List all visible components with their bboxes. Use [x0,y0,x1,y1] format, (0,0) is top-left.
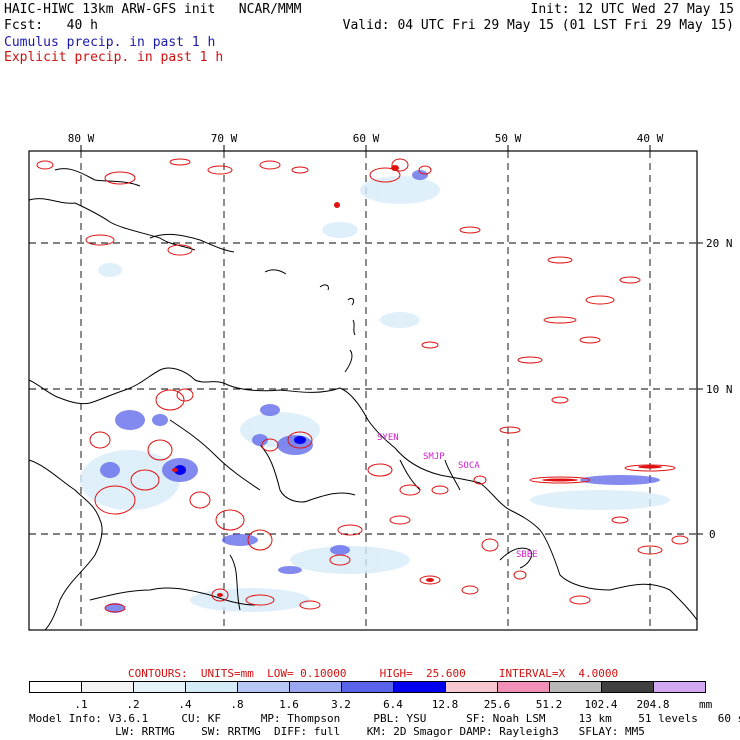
lon-label-40w: 40 W [637,132,664,145]
scale-swatch [393,681,446,693]
scale-swatch [341,681,394,693]
scale-swatch [497,681,550,693]
axis-ticks [80,145,703,535]
scale-label: .4 [178,698,192,711]
scale-label: 1.6 [279,698,299,711]
scale-swatch [29,681,82,693]
scale-label: 12.8 [431,698,459,711]
scale-label: .2 [126,698,140,711]
lat-label-0: 0 [709,528,716,541]
station-soca: SOCA [458,461,480,471]
legend-cumulus: Cumulus precip. in past 1 h [4,35,216,50]
model-info-line2: LW: RRTMG SW: RRTMG DIFF: full KM: 2D Sm… [29,725,645,738]
scale-swatch [653,681,706,693]
explicit-heavy [172,165,662,597]
model-title: HAIC-HIWC 13km ARW-GFS init NCAR/MMM [4,2,302,17]
contour-info: CONTOURS: UNITS=mm LOW= 0.10000 HIGH= 25… [128,667,619,680]
scale-label: 102.4 [584,698,618,711]
lon-label-70w: 70 W [211,132,238,145]
valid-time: Valid: 04 UTC Fri 29 May 15 (01 LST Fri … [342,18,734,33]
station-smjp: SMJP [423,452,445,462]
scale-label: 51.2 [535,698,563,711]
scale-label: 25.6 [483,698,511,711]
scale-swatch [601,681,654,693]
lat-label-10n: 10 N [706,383,733,396]
lat-label-20n: 20 N [706,237,733,250]
explicit-precip [36,158,689,613]
legend-explicit: Explicit precip. in past 1 h [4,50,224,65]
scale-swatch [133,681,186,693]
forecast-hour: Fcst: 40 h [4,18,98,33]
scale-label: 6.4 [383,698,403,711]
scale-swatch [185,681,238,693]
scale-label: .1 [74,698,88,711]
init-time: Init: 12 UTC Wed 27 May 15 [530,2,735,17]
scale-swatch [237,681,290,693]
coastlines [28,168,698,631]
scale-swatch [445,681,498,693]
lon-label-60w: 60 W [353,132,380,145]
lon-label-80w: 80 W [68,132,95,145]
scale-swatch [549,681,602,693]
scale-label: 204.8 [636,698,670,711]
station-syen: SYEN [377,433,399,443]
model-info-line1: Model Info: V3.6.1 CU: KF MP: Thompson P… [29,712,740,725]
station-sbbe: SBBE [516,550,538,560]
cumulus-heavy [174,436,306,475]
scale-swatch [81,681,134,693]
scale-unit: mm [699,698,713,711]
scale-label: 3.2 [331,698,351,711]
lon-label-50w: 50 W [495,132,522,145]
scale-swatch [289,681,342,693]
scale-label: .8 [230,698,244,711]
